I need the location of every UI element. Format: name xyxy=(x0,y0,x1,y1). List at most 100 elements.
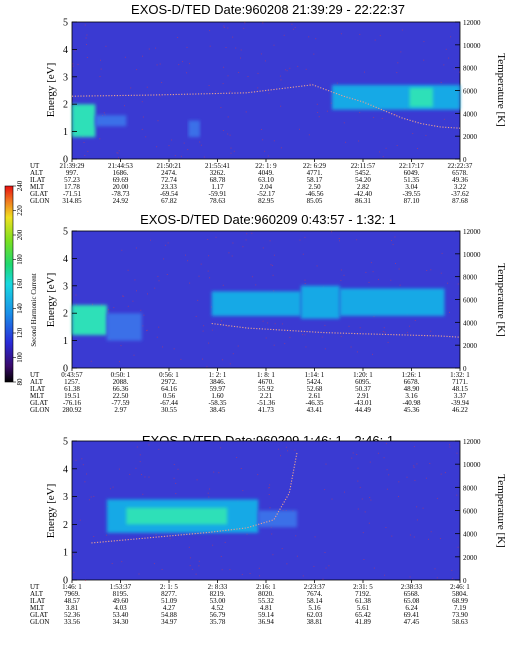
noise-speck xyxy=(361,498,363,500)
ephem-cell: -46.56 xyxy=(305,190,324,198)
noise-speck xyxy=(246,233,248,235)
ephem-cell: 5424. xyxy=(307,378,323,386)
noise-speck xyxy=(325,567,327,569)
noise-speck xyxy=(130,87,132,89)
energy-band xyxy=(409,87,433,107)
ephem-cell: 48.15 xyxy=(452,385,468,393)
noise-speck xyxy=(221,569,223,571)
ephem-cell: 4670. xyxy=(258,378,274,386)
ephem-cell: 2:16: 1 xyxy=(256,583,276,591)
noise-speck xyxy=(185,254,186,256)
energy-band xyxy=(211,291,301,316)
noise-speck xyxy=(148,48,150,50)
noise-speck xyxy=(289,67,291,69)
noise-speck xyxy=(150,239,151,241)
ephem-cell: 38.45 xyxy=(210,406,226,414)
noise-speck xyxy=(359,112,361,114)
noise-speck xyxy=(395,114,396,115)
noise-speck xyxy=(211,329,213,331)
noise-speck xyxy=(245,111,247,113)
noise-speck xyxy=(145,136,147,138)
noise-speck xyxy=(377,452,379,454)
noise-speck xyxy=(273,344,275,346)
noise-speck xyxy=(379,35,381,37)
left-tick-label: 4 xyxy=(63,45,68,56)
noise-speck xyxy=(392,244,394,246)
ephem-cell: 67.82 xyxy=(161,197,177,205)
noise-speck xyxy=(264,60,266,62)
noise-speck xyxy=(173,464,175,465)
ephem-cell: 2.21 xyxy=(260,392,273,400)
right-tick-label: 10000 xyxy=(463,42,481,50)
noise-speck xyxy=(118,150,120,152)
noise-speck xyxy=(155,47,157,49)
noise-speck xyxy=(138,573,140,575)
noise-speck xyxy=(268,92,270,94)
ephem-row-label: GLON xyxy=(30,197,49,205)
noise-speck xyxy=(124,105,125,107)
noise-speck xyxy=(459,71,461,73)
ephem-cell: 3.16 xyxy=(405,392,418,400)
noise-speck xyxy=(100,59,101,61)
noise-speck xyxy=(324,348,326,350)
noise-speck xyxy=(136,446,138,448)
noise-speck xyxy=(383,457,385,459)
spectrogram-bands xyxy=(72,22,461,159)
ephem-cell: 61.38 xyxy=(64,385,80,393)
noise-speck xyxy=(169,538,171,540)
noise-speck xyxy=(72,63,74,65)
ephem-cell: -59.91 xyxy=(208,190,227,198)
noise-speck xyxy=(237,345,239,347)
left-tick-label: 1 xyxy=(63,336,68,347)
temperature-line xyxy=(211,322,461,338)
ephem-cell: 59.97 xyxy=(210,385,226,393)
ephem-cell: 55.32 xyxy=(258,597,274,605)
noise-speck xyxy=(173,348,175,350)
noise-speck xyxy=(372,271,374,273)
noise-speck xyxy=(158,280,160,282)
ephem-row-label: GLON xyxy=(30,618,49,626)
noise-speck xyxy=(212,544,214,546)
ephem-cell: 1257. xyxy=(64,378,80,386)
ephem-cell: 61.38 xyxy=(355,597,371,605)
ephem-cell: 72.74 xyxy=(161,176,177,184)
ephem-cell: 5804. xyxy=(452,590,468,598)
ephem-cell: -39.94 xyxy=(451,399,470,407)
noise-speck xyxy=(284,343,286,345)
noise-speck xyxy=(423,41,425,43)
ephem-cell: 4771. xyxy=(307,169,323,177)
panel-2: EXOS-D/TED Date:960209 0:43:57 - 1:32: 1… xyxy=(30,212,505,414)
noise-speck xyxy=(223,25,225,27)
noise-speck xyxy=(142,116,144,118)
noise-speck xyxy=(269,507,271,509)
noise-speck xyxy=(232,353,234,355)
noise-speck xyxy=(287,450,289,452)
ephem-cell: 4049. xyxy=(258,169,274,177)
noise-speck xyxy=(122,295,124,297)
left-tick-label: 5 xyxy=(63,437,68,448)
noise-speck xyxy=(235,47,237,49)
ephem-cell: 4.81 xyxy=(260,604,273,612)
noise-speck xyxy=(378,279,379,281)
colorbar-tick-label: 200 xyxy=(16,229,24,240)
ephem-row-label: ALT xyxy=(30,169,44,177)
noise-speck xyxy=(200,263,202,265)
noise-speck xyxy=(261,129,262,130)
noise-speck xyxy=(187,149,189,151)
noise-speck xyxy=(422,507,424,509)
noise-speck xyxy=(75,294,77,296)
ephem-cell: 33.56 xyxy=(64,618,80,626)
noise-speck xyxy=(76,304,78,306)
noise-speck xyxy=(385,443,387,445)
ephem-cell: -43.01 xyxy=(354,399,373,407)
noise-speck xyxy=(240,57,241,59)
noise-speck xyxy=(440,272,442,274)
noise-speck xyxy=(158,326,160,328)
ephem-cell: 7192. xyxy=(355,590,371,598)
noise-speck xyxy=(345,141,347,143)
noise-speck xyxy=(118,468,120,470)
noise-speck xyxy=(407,331,408,333)
noise-speck xyxy=(133,354,135,356)
noise-speck xyxy=(445,48,447,50)
noise-speck xyxy=(108,309,109,311)
